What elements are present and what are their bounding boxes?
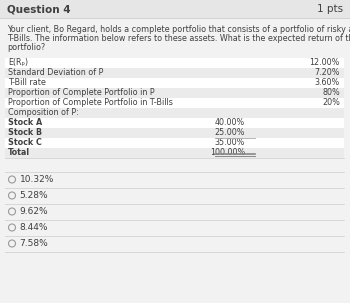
Text: Stock C: Stock C [8, 138, 42, 147]
Text: 10.32%: 10.32% [20, 175, 54, 184]
Text: 40.00%: 40.00% [215, 118, 245, 127]
Bar [5, 88, 344, 98]
Text: 12.00%: 12.00% [310, 58, 340, 67]
Bar [5, 58, 344, 68]
Text: 100.00%: 100.00% [210, 148, 245, 157]
Text: T-Bills. The information below refers to these assets. What is the expected retu: T-Bills. The information below refers to… [7, 34, 350, 43]
Bar [5, 68, 344, 78]
Bar [5, 138, 344, 148]
Text: Proportion of Complete Portfolio in P: Proportion of Complete Portfolio in P [8, 88, 155, 97]
Bar [5, 118, 344, 128]
Text: 3.60%: 3.60% [315, 78, 340, 87]
Bar [5, 108, 344, 118]
Text: 25.00%: 25.00% [215, 128, 245, 137]
Bar [5, 148, 344, 158]
Bar [5, 78, 344, 88]
Text: Stock B: Stock B [8, 128, 42, 137]
Text: 7.58%: 7.58% [20, 239, 48, 248]
Text: Total: Total [8, 148, 30, 157]
Text: Standard Deviation of P: Standard Deviation of P [8, 68, 103, 77]
Text: E(Rₚ): E(Rₚ) [8, 58, 28, 67]
Text: 80%: 80% [322, 88, 340, 97]
Bar [0, 0, 350, 18]
Text: 35.00%: 35.00% [215, 138, 245, 147]
Bar [5, 98, 344, 108]
Text: Question 4: Question 4 [7, 4, 71, 14]
Text: 7.20%: 7.20% [315, 68, 340, 77]
Text: 9.62%: 9.62% [20, 207, 48, 216]
Text: T-Bill rate: T-Bill rate [8, 78, 46, 87]
Text: 1 pts: 1 pts [317, 4, 343, 14]
Text: 20%: 20% [322, 98, 340, 107]
Text: Stock A: Stock A [8, 118, 42, 127]
Text: 8.44%: 8.44% [20, 223, 48, 232]
Text: Your client, Bo Regard, holds a complete portfolio that consists of a portfolio : Your client, Bo Regard, holds a complete… [7, 25, 350, 35]
Text: Composition of P:: Composition of P: [8, 108, 79, 117]
Text: 5.28%: 5.28% [20, 191, 48, 200]
Bar [5, 128, 344, 138]
Text: portfolio?: portfolio? [7, 42, 45, 52]
Text: Proportion of Complete Portfolio in T-Bills: Proportion of Complete Portfolio in T-Bi… [8, 98, 173, 107]
